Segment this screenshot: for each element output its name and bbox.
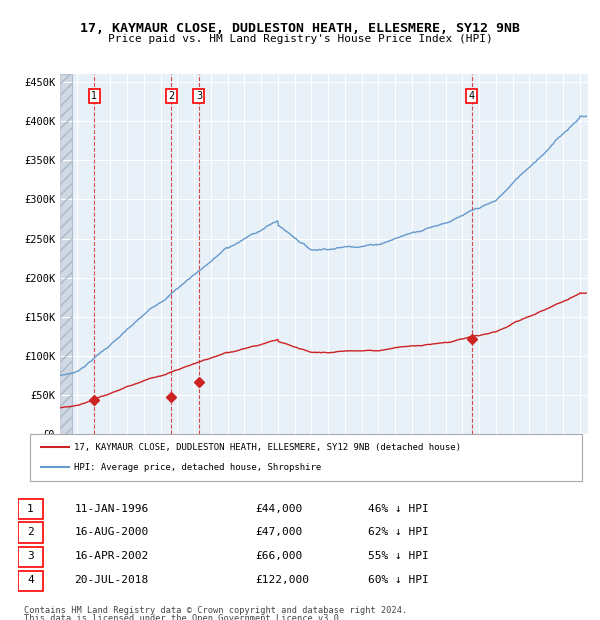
Text: £122,000: £122,000 xyxy=(255,575,309,585)
FancyBboxPatch shape xyxy=(18,499,43,520)
FancyBboxPatch shape xyxy=(30,434,582,481)
Text: 62% ↓ HPI: 62% ↓ HPI xyxy=(368,527,428,537)
Text: Contains HM Land Registry data © Crown copyright and database right 2024.: Contains HM Land Registry data © Crown c… xyxy=(24,606,407,616)
Text: 2: 2 xyxy=(27,527,34,537)
FancyBboxPatch shape xyxy=(18,547,43,567)
FancyBboxPatch shape xyxy=(18,523,43,542)
Text: 2: 2 xyxy=(168,91,174,101)
Text: 3: 3 xyxy=(27,551,34,561)
Text: 17, KAYMAUR CLOSE, DUDLESTON HEATH, ELLESMERE, SY12 9NB: 17, KAYMAUR CLOSE, DUDLESTON HEATH, ELLE… xyxy=(80,22,520,35)
Text: 1: 1 xyxy=(27,504,34,514)
Text: 16-AUG-2000: 16-AUG-2000 xyxy=(74,527,149,537)
Text: 4: 4 xyxy=(469,91,475,101)
Text: £47,000: £47,000 xyxy=(255,527,302,537)
Bar xyxy=(60,74,72,434)
Text: 16-APR-2002: 16-APR-2002 xyxy=(74,551,149,561)
Text: 20-JUL-2018: 20-JUL-2018 xyxy=(74,575,149,585)
Text: 1: 1 xyxy=(91,91,97,101)
Text: £66,000: £66,000 xyxy=(255,551,302,561)
Text: 4: 4 xyxy=(27,575,34,585)
Text: £44,000: £44,000 xyxy=(255,504,302,514)
Text: 11-JAN-1996: 11-JAN-1996 xyxy=(74,504,149,514)
Text: This data is licensed under the Open Government Licence v3.0.: This data is licensed under the Open Gov… xyxy=(24,614,344,620)
Text: HPI: Average price, detached house, Shropshire: HPI: Average price, detached house, Shro… xyxy=(74,463,322,472)
Bar xyxy=(60,74,72,434)
Text: 60% ↓ HPI: 60% ↓ HPI xyxy=(368,575,428,585)
Text: 3: 3 xyxy=(196,91,202,101)
Text: 55% ↓ HPI: 55% ↓ HPI xyxy=(368,551,428,561)
FancyBboxPatch shape xyxy=(18,571,43,591)
Text: Price paid vs. HM Land Registry's House Price Index (HPI): Price paid vs. HM Land Registry's House … xyxy=(107,34,493,44)
Text: 46% ↓ HPI: 46% ↓ HPI xyxy=(368,504,428,514)
Text: 17, KAYMAUR CLOSE, DUDLESTON HEATH, ELLESMERE, SY12 9NB (detached house): 17, KAYMAUR CLOSE, DUDLESTON HEATH, ELLE… xyxy=(74,443,461,451)
